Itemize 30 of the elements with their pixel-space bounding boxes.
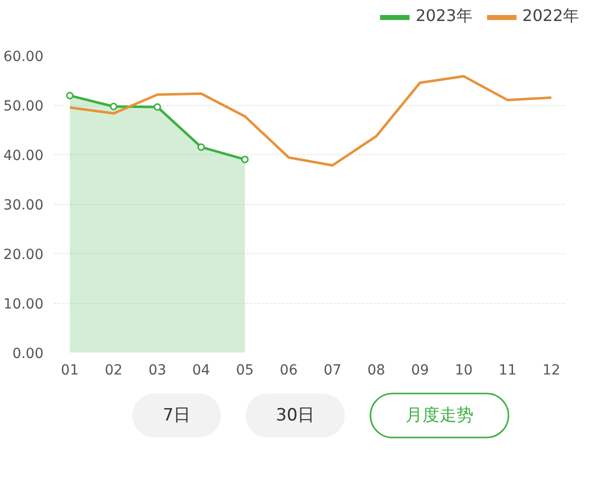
point (241, 156, 249, 164)
point (110, 102, 118, 110)
x-tick-label: 09 (411, 362, 429, 378)
y-tick-label: 40.00 (3, 148, 44, 164)
y-tick-label: 60.00 (3, 49, 44, 65)
y-tick-label: 10.00 (3, 296, 44, 312)
y-tick-label: 30.00 (3, 198, 44, 214)
point (154, 103, 162, 111)
legend-label: 2022年 (522, 6, 579, 27)
x-tick-label: 12 (542, 362, 560, 378)
x-tick-label: 03 (148, 362, 166, 378)
y-tick-label: 0.00 (12, 346, 44, 362)
line-series (68, 75, 553, 167)
x-tick-label: 04 (192, 362, 210, 378)
x-tick-label: 10 (454, 362, 473, 378)
text: 月度走势 (405, 406, 474, 426)
text: 7日 (162, 406, 191, 426)
x-tick-label: 11 (498, 362, 517, 378)
y-tick-label: 20.00 (3, 247, 44, 263)
x-tick-label: 02 (104, 362, 123, 378)
legend-label: 2023年 (416, 6, 472, 27)
x-tick-label: 05 (236, 362, 254, 378)
point (66, 92, 74, 100)
x-tick-label: 07 (324, 362, 342, 378)
point (197, 143, 205, 151)
x-tick-label: 06 (280, 362, 298, 378)
y-tick-label: 50.00 (3, 98, 44, 114)
text: 30日 (276, 406, 315, 426)
x-tick-label: 01 (60, 362, 79, 378)
x-tick-label: 08 (367, 362, 386, 378)
